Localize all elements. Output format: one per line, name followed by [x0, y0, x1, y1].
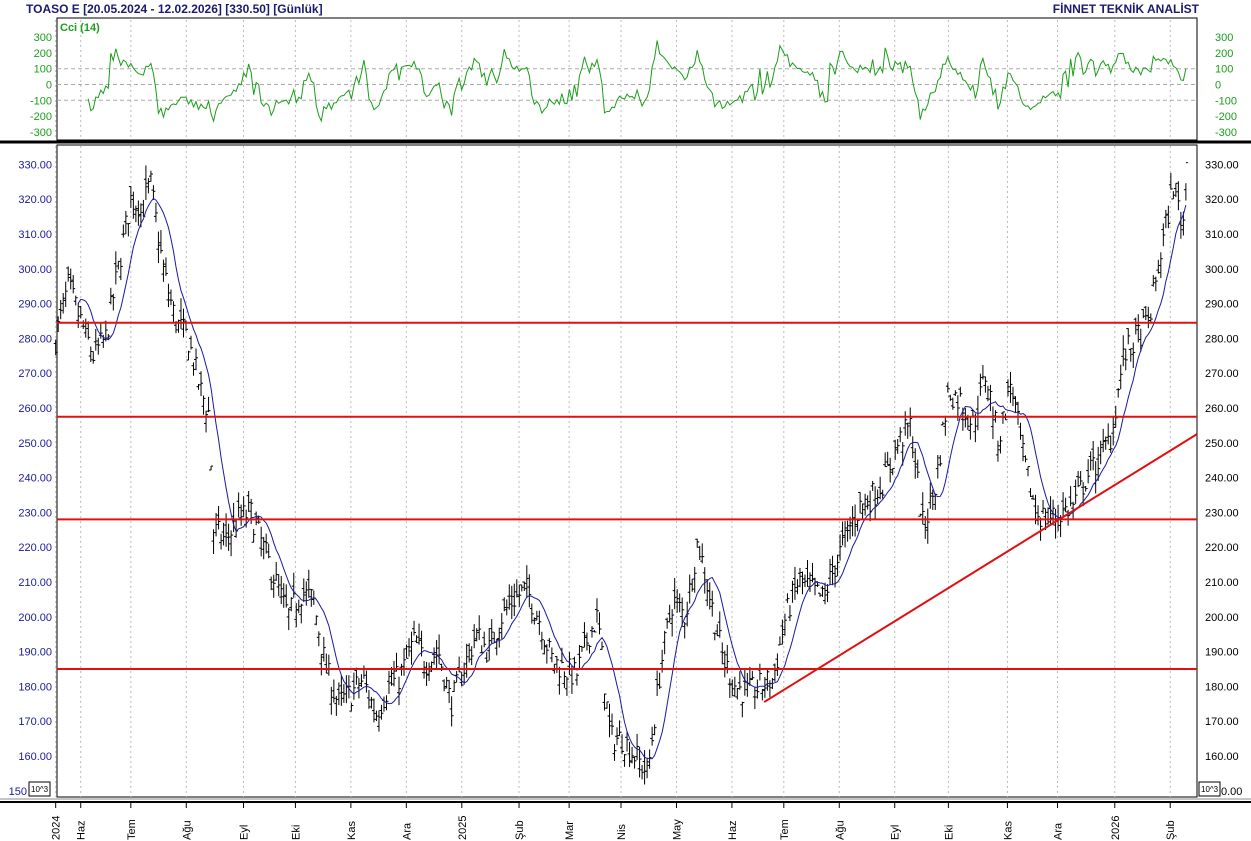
price-tick-label: 260.00 — [18, 403, 52, 415]
brand-label: FİNNET TEKNİK ANALİST — [1052, 2, 1199, 16]
cci-tick-label: -200 — [1215, 111, 1237, 123]
price-tick-label-right: 170.00 — [1205, 716, 1239, 728]
x-tick-label: 2024 — [51, 816, 63, 840]
price-tick-label: 250.00 — [18, 438, 52, 450]
price-tick-label-right: 220.00 — [1205, 542, 1239, 554]
price-tick-label: 290.00 — [18, 299, 52, 311]
price-tick-label-right: 270.00 — [1205, 368, 1239, 380]
price-tick-label-right: 300.00 — [1205, 264, 1239, 276]
price-tick-label: 240.00 — [18, 473, 52, 485]
price-tick-label: 210.00 — [18, 577, 52, 589]
price-tick-label: 300.00 — [18, 264, 52, 276]
price-tick-label: 180.00 — [18, 681, 52, 693]
x-tick-label: May — [671, 819, 683, 840]
x-tick-label: Şub — [514, 820, 526, 840]
cci-line — [87, 40, 1187, 123]
price-tick-label-right: 330.00 — [1205, 159, 1239, 171]
x-tick-label: Eki — [290, 825, 302, 840]
price-tick-label-right: 240.00 — [1205, 473, 1239, 485]
price-tick-label: 150 — [9, 786, 27, 798]
price-tick-label: 200.00 — [18, 612, 52, 624]
multiplier-label: 10^3 — [31, 785, 49, 794]
trendline — [763, 433, 1198, 703]
price-tick-label: 330.00 — [18, 159, 52, 171]
cci-tick-label: -100 — [1215, 95, 1237, 107]
cci-tick-label: 100 — [1215, 64, 1233, 76]
x-tick-label: 2026 — [1110, 816, 1122, 840]
x-tick-label: Nis — [616, 824, 628, 840]
cci-tick-label: -200 — [30, 111, 52, 123]
price-tick-label-right: 290.00 — [1205, 299, 1239, 311]
price-tick-label: 320.00 — [18, 194, 52, 206]
price-tick-label-right: 0.00 — [1221, 786, 1242, 798]
x-tick-label: Tem — [126, 819, 138, 840]
x-tick-label: Kas — [346, 821, 358, 840]
x-tick-label: Tem — [779, 819, 791, 840]
price-tick-label-right: 160.00 — [1205, 751, 1239, 763]
cci-tick-label: 200 — [1215, 48, 1233, 60]
price-tick-label-right: 250.00 — [1205, 438, 1239, 450]
price-tick-label: 190.00 — [18, 647, 52, 659]
price-tick-label: 310.00 — [18, 229, 52, 241]
cci-tick-label: 0 — [46, 80, 52, 92]
x-tick-label: Haz — [76, 820, 88, 840]
price-tick-label: 160.00 — [18, 751, 52, 763]
x-tick-label: Eyl — [890, 825, 902, 840]
price-tick-label: 170.00 — [18, 716, 52, 728]
price-panel — [56, 144, 1198, 798]
cci-tick-label: 300 — [1215, 32, 1233, 44]
price-tick-label-right: 260.00 — [1205, 403, 1239, 415]
price-tick-label-right: 190.00 — [1205, 647, 1239, 659]
price-tick-label-right: 230.00 — [1205, 507, 1239, 519]
price-tick-label-right: 280.00 — [1205, 333, 1239, 345]
cci-tick-label: 300 — [34, 32, 52, 44]
cci-tick-label: -300 — [30, 127, 52, 139]
x-tick-label: 2025 — [457, 816, 469, 840]
cci-tick-label: 100 — [34, 64, 52, 76]
x-tick-label: Ara — [401, 822, 413, 840]
x-tick-label: Mar — [564, 821, 576, 840]
x-tick-label: Eyl — [239, 825, 251, 840]
cci-tick-label: -300 — [1215, 127, 1237, 139]
x-tick-label: Haz — [727, 820, 739, 840]
cci-tick-label: -100 — [30, 95, 52, 107]
price-tick-label: 270.00 — [18, 368, 52, 380]
multiplier-box — [1198, 781, 1221, 797]
price-tick-label-right: 180.00 — [1205, 681, 1239, 693]
price-tick-label-right: 310.00 — [1205, 229, 1239, 241]
price-tick-label-right: 200.00 — [1205, 612, 1239, 624]
price-tick-label: 220.00 — [18, 542, 52, 554]
price-tick-label: 230.00 — [18, 507, 52, 519]
cci-panel — [56, 17, 1198, 141]
price-tick-label-right: 210.00 — [1205, 577, 1239, 589]
x-tick-label: Ağu — [181, 820, 193, 840]
price-tick-label: 280.00 — [18, 333, 52, 345]
x-tick-label: Şub — [1165, 820, 1177, 840]
multiplier-label: 10^3 — [1201, 785, 1219, 794]
cci-tick-label: 0 — [1215, 80, 1221, 92]
multiplier-box — [28, 781, 51, 797]
cci-title: Cci (14) — [60, 22, 100, 34]
x-tick-label: Ağu — [834, 820, 846, 840]
price-tick-label-right: 320.00 — [1205, 194, 1239, 206]
x-tick-label: Ara — [1053, 822, 1065, 840]
chart-title: TOASO E [20.05.2024 - 12.02.2026] [330.5… — [26, 2, 323, 16]
x-tick-label: Kas — [1002, 821, 1014, 840]
cci-tick-label: 200 — [34, 48, 52, 60]
x-tick-label: Eki — [943, 825, 955, 840]
